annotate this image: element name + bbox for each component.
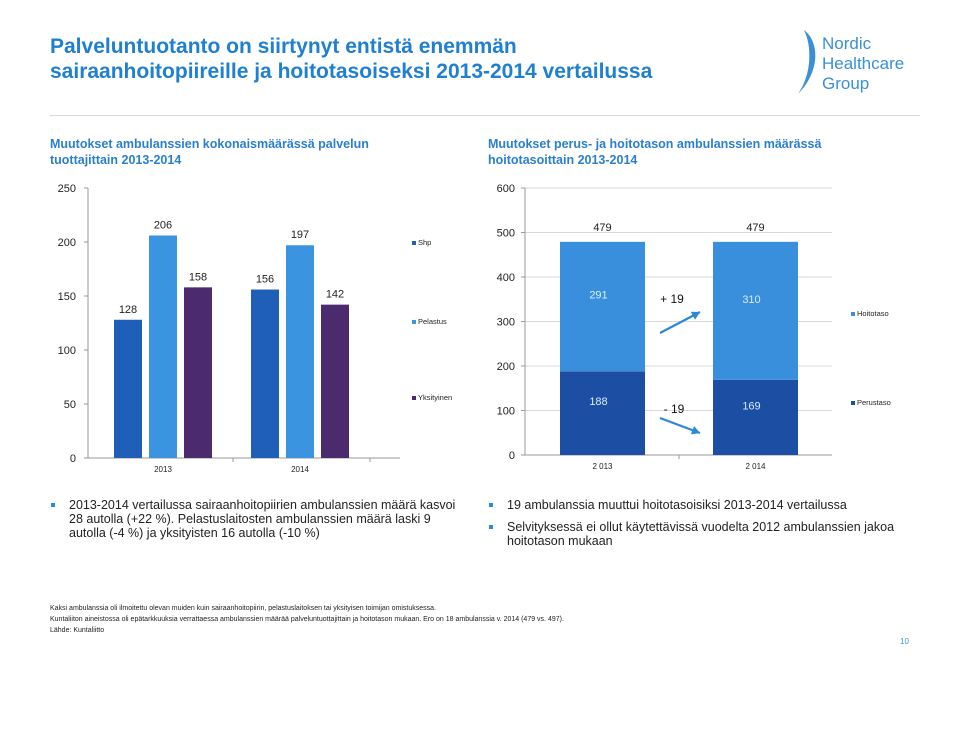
source-note: Lähde: Kuntaliitto <box>50 627 105 634</box>
y-tick-label: 0 <box>509 450 515 462</box>
stacked-segment-hoitotaso <box>560 241 645 372</box>
data-label: 128 <box>119 304 137 316</box>
left-chart-subtitle: Muutokset ambulanssien kokonaismäärässä … <box>50 136 450 168</box>
y-tick-label: 400 <box>497 272 515 284</box>
stacked-segment-perustaso <box>713 379 798 455</box>
bullet-item: 19 ambulanssia muuttui hoitotasoisiksi 2… <box>488 498 908 512</box>
legend-swatch-shp <box>412 241 416 245</box>
change-annotation: - 19 <box>664 402 685 416</box>
bullet-square-icon <box>489 503 493 507</box>
y-tick-label: 100 <box>58 345 76 357</box>
bullet-item: Selvityksessä ei ollut käytettävissä vuo… <box>488 520 908 548</box>
x-tick-label: 2014 <box>291 465 309 474</box>
footnote: Kuntaliiton aineistossa oli epätarkkuuks… <box>50 616 564 623</box>
bar-shp <box>251 289 279 458</box>
x-tick-label: 2 013 <box>592 462 613 471</box>
segment-label: 188 <box>589 396 607 408</box>
y-tick-label: 0 <box>70 453 76 465</box>
logo-line-1: Nordic <box>822 34 872 53</box>
y-tick-label: 250 <box>58 183 76 195</box>
bullet-text: Selvityksessä ei ollut käytettävissä vuo… <box>507 520 895 548</box>
page-number: 10 <box>900 637 909 646</box>
data-label: 158 <box>189 271 207 283</box>
legend-label: Hoitotaso <box>857 309 889 318</box>
legend-swatch-hoitotaso <box>851 312 855 316</box>
bar-yksityinen <box>321 304 349 458</box>
change-arrow-head-icon <box>690 425 700 435</box>
left-subtitle-line-2: tuottajittain 2013-2014 <box>50 153 182 167</box>
bar-yksityinen <box>184 287 212 458</box>
y-tick-label: 600 <box>497 183 515 195</box>
data-label: 197 <box>291 229 309 241</box>
y-tick-label: 200 <box>58 237 76 249</box>
change-arrow-head-icon <box>690 311 700 320</box>
total-label: 479 <box>593 222 611 234</box>
legend-label: Pelastus <box>418 317 447 326</box>
y-tick-label: 300 <box>497 317 515 329</box>
segment-label: 169 <box>742 400 760 412</box>
y-tick-label: 100 <box>497 406 515 418</box>
logo-text: Nordic Healthcare Group <box>822 34 904 94</box>
x-tick-label: 2013 <box>154 465 172 474</box>
stacked-segment-perustaso <box>560 371 645 455</box>
header-divider <box>50 115 920 116</box>
right-subtitle-line-1: Muutokset perus- ja hoitotason ambulanss… <box>488 137 822 151</box>
legend-swatch-perustaso <box>851 401 855 405</box>
bullet-item: 2013-2014 vertailussa sairaanhoitopiirie… <box>50 498 470 540</box>
segment-label: 291 <box>589 290 607 302</box>
legend-label: Shp <box>418 238 431 247</box>
data-label: 142 <box>326 289 344 301</box>
stacked-segment-hoitotaso <box>713 241 798 380</box>
bar-shp <box>114 319 142 458</box>
nhg-swoosh-logo-icon <box>798 30 816 94</box>
page-title: Palveluntuotanto on siirtynyt entistä en… <box>50 34 750 84</box>
company-logo: Nordic Healthcare Group <box>790 28 930 98</box>
logo-line-3: Group <box>822 74 870 93</box>
legend-swatch-yksityinen <box>412 396 416 400</box>
title-line-2: sairaanhoitopiireille ja hoitotasoiseksi… <box>50 60 653 83</box>
logo-line-2: Healthcare <box>822 54 905 73</box>
data-label: 206 <box>154 220 172 232</box>
right-stacked-bar-chart: 0 100 200 300 400 500 600 188 291 479 2 013 169 310 4… <box>497 183 891 471</box>
right-subtitle-line-2: hoitotasoittain 2013-2014 <box>488 153 638 167</box>
footnote: Kaksi ambulanssia oli ilmoitettu olevan … <box>50 605 436 612</box>
bullet-square-icon <box>51 503 55 507</box>
legend-swatch-pelastus <box>412 320 416 324</box>
right-bullet-list: 19 ambulanssia muuttui hoitotasoisiksi 2… <box>488 498 908 556</box>
bullet-square-icon <box>489 525 493 529</box>
bar-pelastus <box>286 245 314 458</box>
right-chart-subtitle: Muutokset perus- ja hoitotason ambulanss… <box>488 136 908 168</box>
y-tick-label: 500 <box>497 228 515 240</box>
y-tick-label: 50 <box>64 399 76 411</box>
title-line-1: Palveluntuotanto on siirtynyt entistä en… <box>50 35 517 58</box>
data-label: 156 <box>256 274 274 286</box>
left-bullet-list: 2013-2014 vertailussa sairaanhoitopiirie… <box>50 498 470 548</box>
legend-label: Yksityinen <box>418 393 452 402</box>
bar-pelastus <box>149 235 177 458</box>
x-tick-label: 2 014 <box>745 462 766 471</box>
segment-label: 310 <box>742 294 760 306</box>
bullet-text: 19 ambulanssia muuttui hoitotasoisiksi 2… <box>507 498 847 512</box>
total-label: 479 <box>746 222 764 234</box>
legend-label: Perustaso <box>857 398 891 407</box>
left-bar-chart: 0 50 100 150 200 250 128 206 158 2013 156 197 142 201… <box>58 183 453 474</box>
footnotes: Kaksi ambulanssia oli ilmoitettu olevan … <box>50 603 564 636</box>
bullet-text: 2013-2014 vertailussa sairaanhoitopiirie… <box>69 498 456 540</box>
y-tick-label: 200 <box>497 361 515 373</box>
y-tick-label: 150 <box>58 291 76 303</box>
change-annotation: + 19 <box>660 292 684 306</box>
left-subtitle-line-1: Muutokset ambulanssien kokonaismäärässä … <box>50 137 369 151</box>
